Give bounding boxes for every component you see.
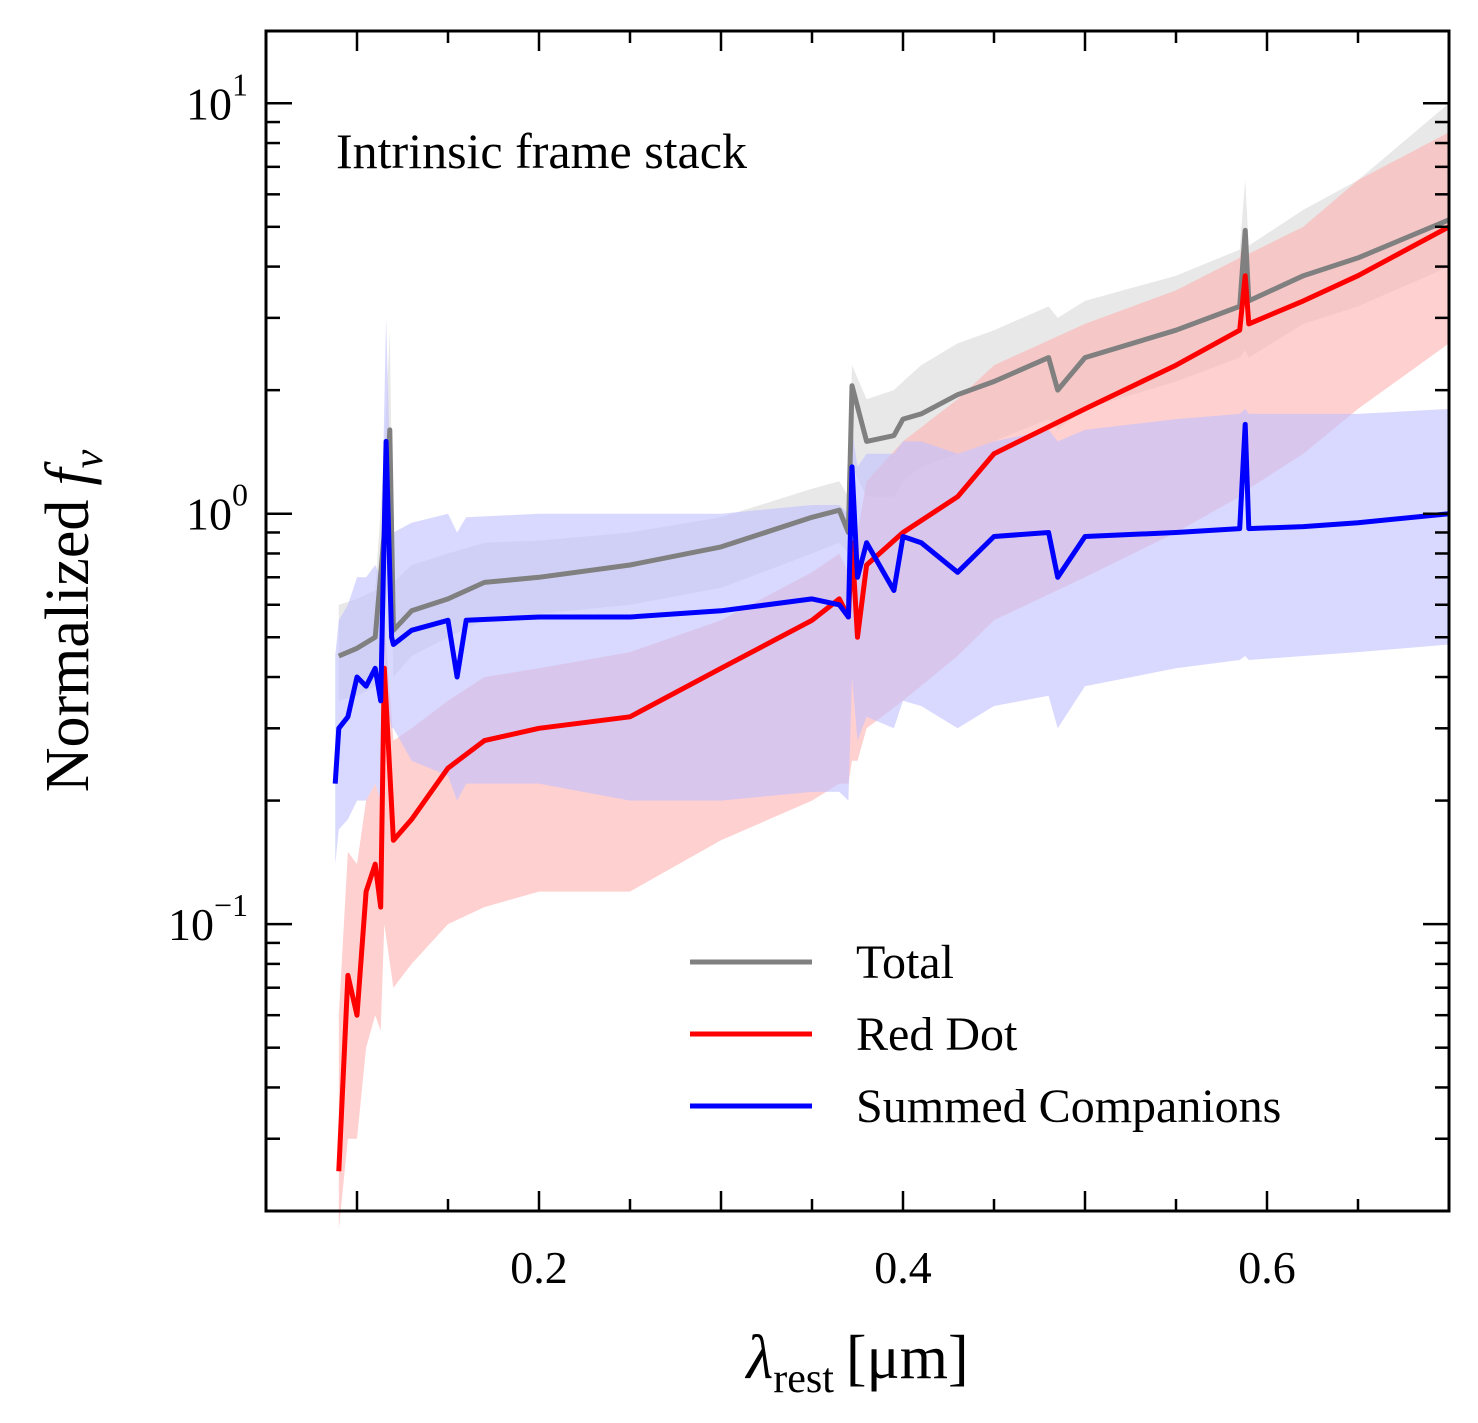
- axis-ticks: [266, 31, 1451, 1213]
- legend: Total Red Dot Summed Companions: [690, 936, 1281, 1133]
- line-total: [337, 217, 1450, 659]
- legend-label-total: Total: [856, 936, 954, 989]
- legend-label-summed-companions: Summed Companions: [856, 1080, 1281, 1133]
- x-axis-label: λrest [μm]: [744, 1324, 968, 1402]
- line-summed-companions: [332, 421, 1450, 784]
- x-axis-subscript: rest: [773, 1356, 834, 1402]
- y-tick-label: 100: [186, 477, 248, 540]
- series-lines: [332, 217, 1451, 1172]
- x-axis-symbol: λ: [744, 1324, 773, 1392]
- y-tick-label: 101: [186, 66, 248, 129]
- x-axis-unit: [μm]: [846, 1324, 969, 1392]
- line-red-dot: [336, 224, 1451, 1172]
- legend-label-red-dot: Red Dot: [856, 1008, 1018, 1061]
- x-tick-label: 0.4: [874, 1242, 932, 1293]
- y-axis-subscript: ν: [66, 449, 112, 468]
- y-tick-label: 10−1: [168, 887, 248, 950]
- tick-labels: 0.2 0.4 0.6 10−1 100 101: [168, 66, 1296, 1293]
- y-axis-text: Normalized: [34, 500, 102, 793]
- annotation-text: Intrinsic frame stack: [336, 123, 747, 179]
- y-axis-label: Normalizedfν: [34, 449, 112, 792]
- x-tick-label: 0.2: [510, 1242, 568, 1293]
- plot-frame: [264, 29, 1451, 1213]
- x-tick-label: 0.6: [1238, 1242, 1296, 1293]
